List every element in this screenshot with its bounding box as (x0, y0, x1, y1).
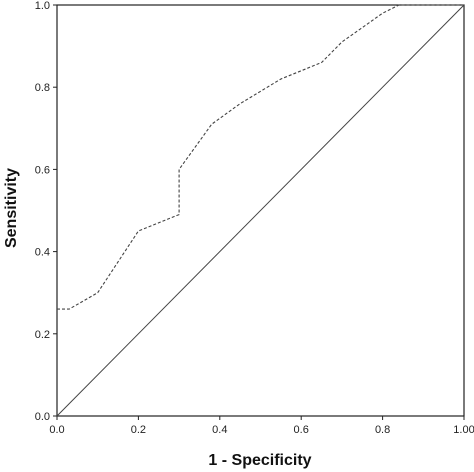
x-tick-label: 0.6 (294, 424, 309, 436)
y-tick-label: 0.0 (35, 411, 50, 423)
x-axis-title: 1 - Specificity (208, 452, 311, 469)
y-axis-title: Sensitivity (3, 168, 20, 248)
x-tick-label: 0.4 (212, 424, 227, 436)
x-tick-label: 0.2 (131, 424, 146, 436)
reference-diagonal (56, 4, 465, 417)
y-tick-label: 0.4 (35, 247, 50, 259)
x-tick-label: 0.8 (375, 424, 390, 436)
x-tick-label: 1.00 (453, 424, 474, 436)
y-tick-label: 0.8 (35, 82, 50, 94)
x-tick-label: 0.0 (49, 424, 64, 436)
plot-frame (56, 4, 465, 417)
roc-curve (57, 4, 464, 310)
y-tick-label: 1.0 (35, 0, 50, 12)
plot-area: 0.0 0.2 0.4 0.6 0.8 1.00 0.0 0.2 0.4 0.6 0.8 1.0 (35, 0, 474, 436)
y-tick-label: 0.6 (35, 164, 50, 176)
y-tick-label: 0.2 (35, 329, 50, 341)
